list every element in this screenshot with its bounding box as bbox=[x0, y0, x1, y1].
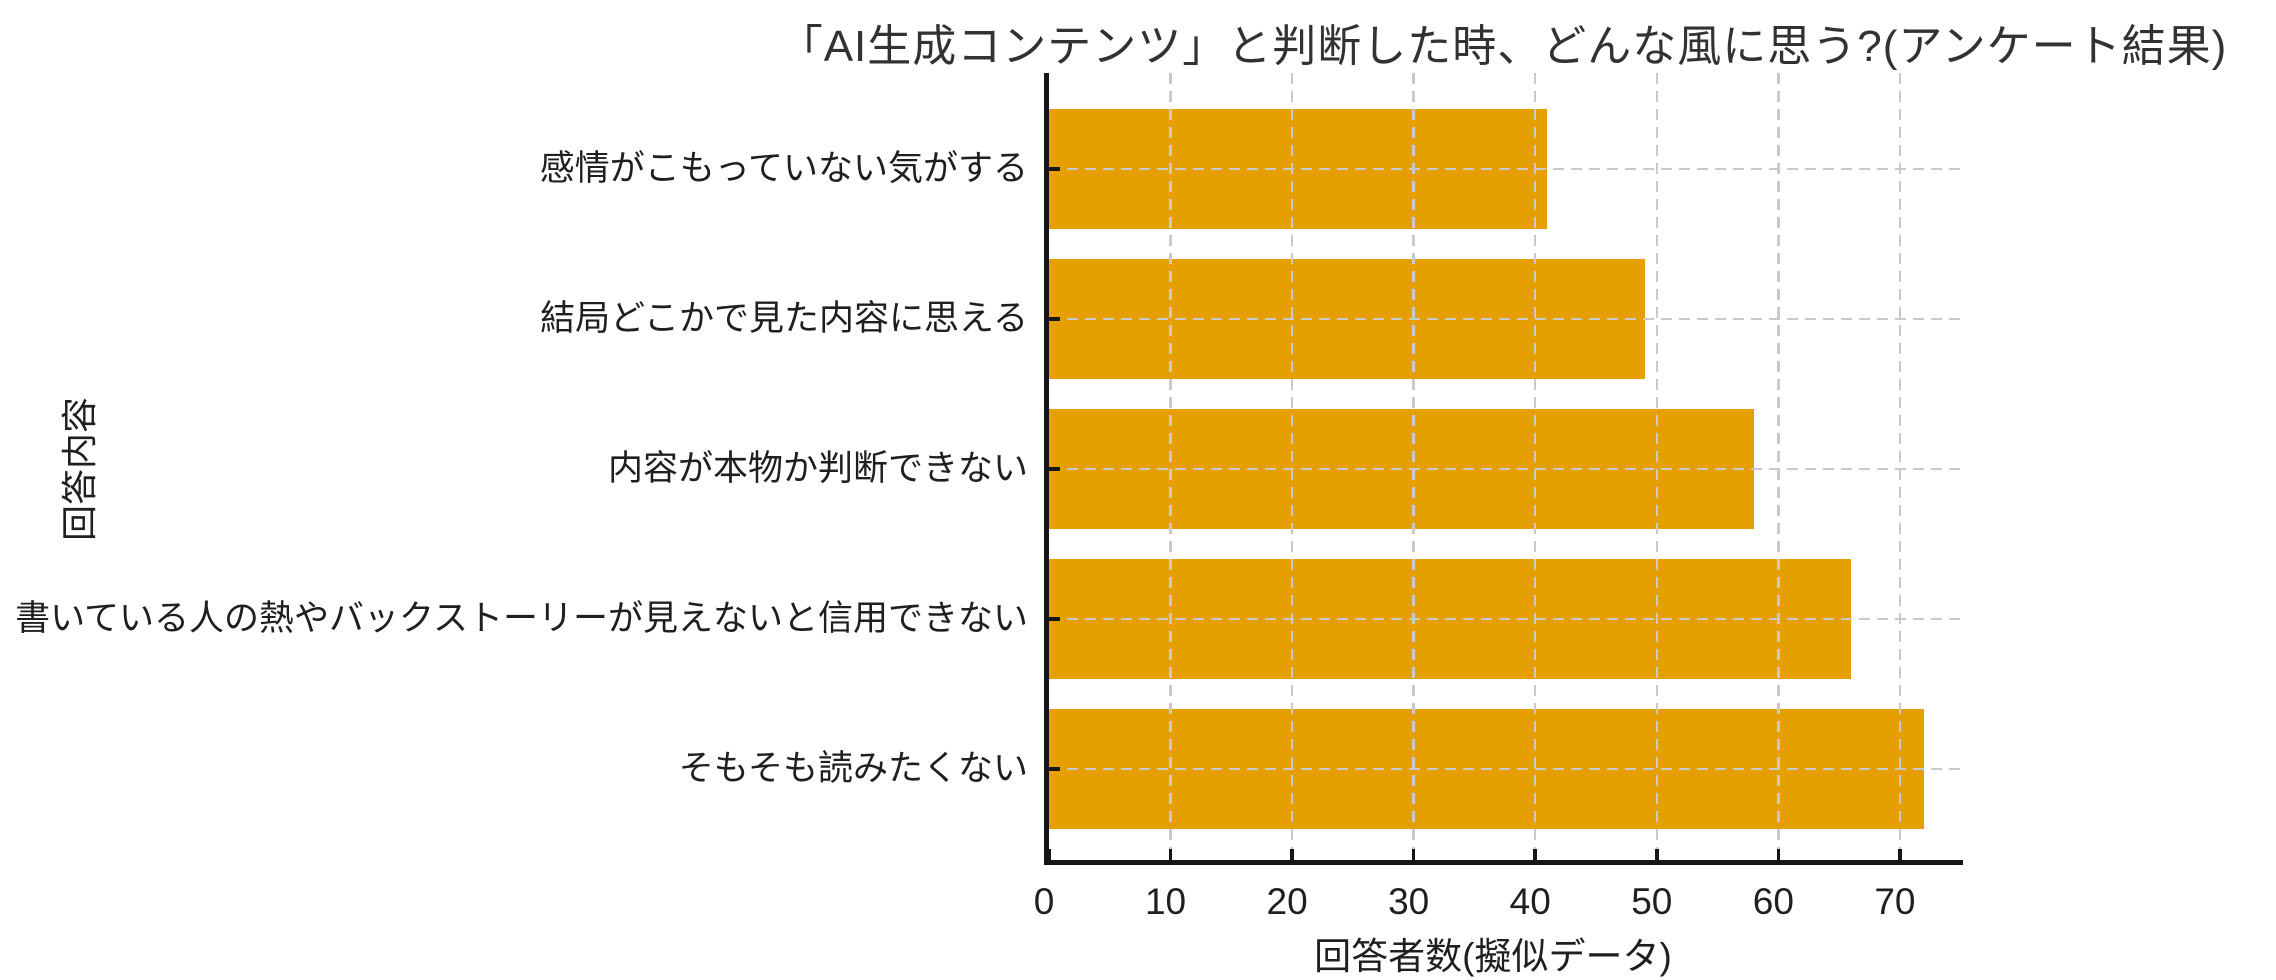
category-label: 内容が本物か判断できない bbox=[607, 448, 1028, 488]
gridline-vertical bbox=[1290, 73, 1294, 860]
y-tick bbox=[1049, 317, 1060, 321]
x-tick-label: 30 bbox=[1388, 881, 1430, 922]
y-tick bbox=[1049, 467, 1060, 471]
x-tick bbox=[1047, 849, 1051, 860]
x-tick bbox=[1290, 849, 1294, 860]
y-axis-label: 回答内容 bbox=[59, 396, 100, 542]
x-tick-label: 50 bbox=[1631, 881, 1673, 922]
gridline-horizontal bbox=[1049, 467, 1963, 471]
x-tick-label: 40 bbox=[1509, 881, 1551, 922]
y-tick bbox=[1049, 167, 1060, 171]
x-tick bbox=[1411, 849, 1416, 860]
gridline-vertical bbox=[1169, 73, 1172, 860]
y-tick bbox=[1049, 767, 1060, 771]
gridline-vertical bbox=[1412, 73, 1415, 860]
category-label: 書いている人の熱やバックストーリーが見えないと信用できない bbox=[15, 598, 1028, 638]
y-tick bbox=[1049, 617, 1060, 621]
x-tick-label: 0 bbox=[1033, 881, 1055, 922]
x-tick-label: 20 bbox=[1266, 881, 1308, 922]
gridline-vertical bbox=[1534, 73, 1537, 860]
x-tick-label: 60 bbox=[1752, 881, 1794, 922]
x-axis-label: 回答者数(擬似データ) bbox=[1314, 936, 1672, 977]
x-tick bbox=[1776, 849, 1781, 860]
plot-area bbox=[1044, 73, 1963, 865]
gridline-vertical bbox=[1898, 73, 1902, 860]
x-tick bbox=[1533, 849, 1537, 860]
gridline-horizontal bbox=[1049, 317, 1963, 321]
category-label: そもそも読みたくない bbox=[678, 748, 1028, 788]
category-label: 結局どこかで見た内容に思える bbox=[540, 298, 1028, 338]
x-tick-label: 70 bbox=[1874, 881, 1916, 922]
x-tick bbox=[1655, 849, 1659, 860]
x-tick-label: 10 bbox=[1144, 881, 1187, 922]
gridline-horizontal bbox=[1049, 767, 1963, 771]
x-tick bbox=[1168, 849, 1173, 860]
gridline-horizontal bbox=[1049, 617, 1963, 621]
x-tick bbox=[1898, 849, 1902, 860]
gridline-horizontal bbox=[1049, 167, 1963, 171]
gridline-vertical bbox=[1777, 73, 1780, 860]
chart-title: 「AI生成コンテンツ」と判断した時、どんな風に思う?(アンケート結果) bbox=[778, 22, 2228, 71]
gridline-vertical bbox=[1655, 73, 1658, 860]
category-label: 感情がこもっていない気がする bbox=[539, 148, 1028, 188]
